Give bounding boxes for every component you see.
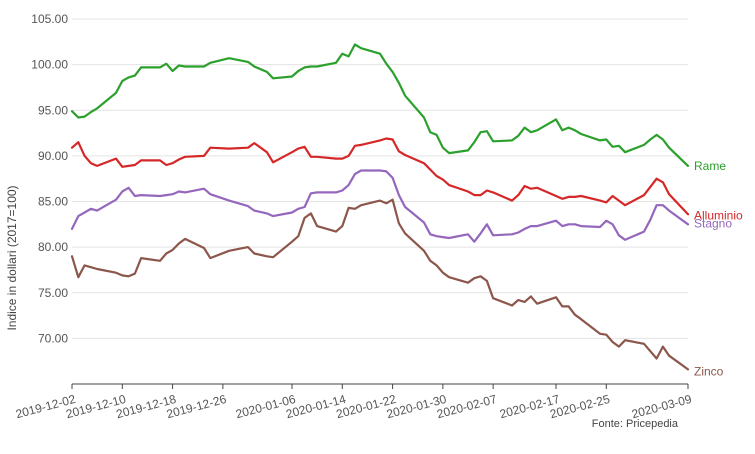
series-line-rame [70, 43, 690, 167]
y-tick-label: 90.00 [38, 149, 68, 163]
y-tick-label: 80.00 [38, 240, 68, 254]
y-axis-ticks: 70.00 75.00 80.00 85.00 90.00 95.00 100.00 105.… [31, 12, 68, 345]
y-tick-label: 95.00 [38, 103, 68, 117]
source-note: Fonte: Pricepedia [592, 418, 679, 430]
series-lines [70, 43, 690, 371]
series-label-stagno: Stagno [694, 216, 732, 230]
y-tick-label: 100.00 [31, 58, 68, 72]
y-tick-label: 75.00 [38, 286, 68, 300]
series-label-rame: Rame [694, 159, 726, 173]
y-tick-label: 70.00 [38, 331, 68, 345]
series-line-stagno [70, 169, 690, 243]
series-line-zinco [70, 198, 690, 371]
series-line-alluminio [70, 137, 690, 216]
y-tick-label: 105.00 [31, 12, 68, 26]
x-tick-label: 2020-03-09 [630, 392, 693, 421]
y-tick-label: 85.00 [38, 195, 68, 209]
y-axis-label: Indice in dollari (2017=100) [5, 185, 19, 330]
x-axis-ticks: 2019-12-022019-12-102019-12-182019-12-26… [14, 384, 693, 421]
series-label-zinco: Zinco [694, 364, 724, 378]
gridlines [72, 18, 688, 339]
series-label-alluminio: Alluminio [694, 208, 743, 222]
